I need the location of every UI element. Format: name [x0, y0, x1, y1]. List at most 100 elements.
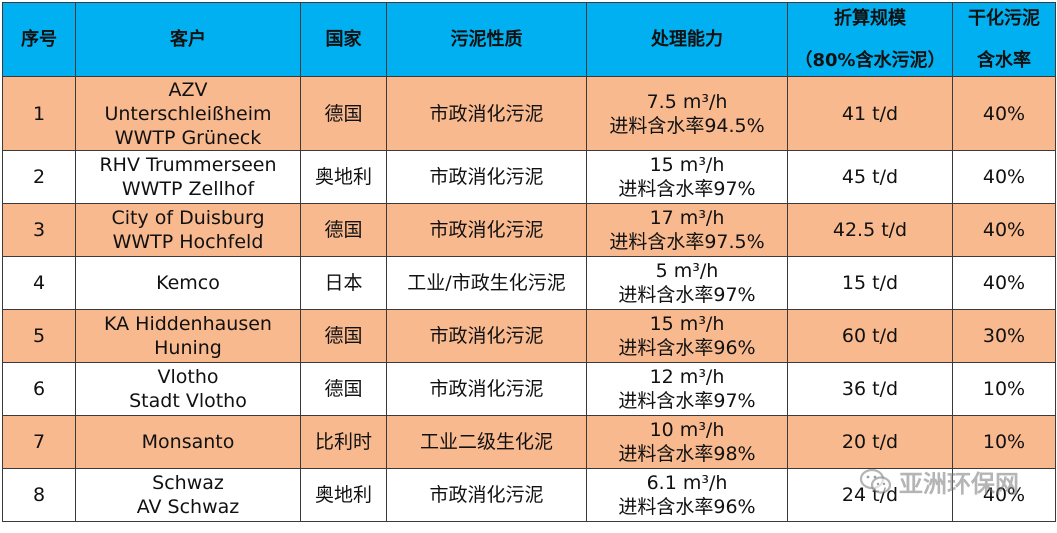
cell-capacity-line: 进料含水率94.5%	[609, 114, 765, 137]
cell-client: Monsanto	[75, 415, 301, 469]
header-label: 干化污泥	[968, 7, 1040, 29]
header-label: 国家	[325, 28, 362, 50]
cell-country: 比利时	[300, 415, 387, 469]
header-label: 折算规模	[834, 7, 906, 29]
header-col-no: 序号	[2, 2, 76, 77]
cell-client-line: RHV Trummerseen	[99, 154, 277, 176]
header-col-country: 国家	[300, 2, 387, 77]
header-col-client: 客户	[75, 2, 301, 77]
cell-country: 德国	[300, 309, 387, 363]
cell-client: RHV Trummerseen WWTP Zellhof	[75, 150, 301, 204]
cell-capacity-line: 进料含水率96%	[618, 337, 756, 359]
cell-moisture: 10%	[952, 362, 1056, 416]
table-row: 4 Kemco 日本 工业/市政生化污泥 5 m³/h 进料含水率97% 15 t/d 40%	[2, 256, 1056, 310]
cell-country: 德国	[300, 362, 387, 416]
cell-moisture: 40%	[952, 150, 1056, 204]
cell-capacity-line: 进料含水率98%	[618, 443, 756, 465]
header-col-moisture: 干化污泥 含水率	[952, 2, 1056, 77]
cell-client-line: City of Duisburg	[111, 207, 265, 229]
cell-sludge: 工业二级生化泥	[386, 415, 587, 469]
cell-capacity: 5 m³/h 进料含水率97%	[586, 256, 788, 310]
cell-scale: 15 t/d	[787, 256, 953, 310]
table-row: 5 KA Hiddenhausen Huning 德国 市政消化污泥 15 m³/h 进料含…	[2, 309, 1056, 363]
cell-client: AZV Unterschleißheim WWTP Grüneck	[75, 76, 301, 151]
cell-sludge: 工业/市政生化污泥	[386, 256, 587, 310]
cell-client-line: AZV	[168, 78, 208, 101]
cell-client: Kemco	[75, 256, 301, 310]
cell-capacity-line: 6.1 m³/h	[646, 472, 728, 494]
table-row: 8 Schwaz AV Schwaz 奥地利 市政消化污泥 6.1 m³/h 进料含水率96…	[2, 468, 1056, 522]
cell-no: 7	[2, 415, 76, 469]
cell-moisture: 40%	[952, 468, 1056, 522]
header-label: 客户	[170, 28, 206, 50]
cell-capacity: 15 m³/h 进料含水率96%	[586, 309, 788, 363]
cell-client-line: Huning	[154, 337, 222, 359]
cell-capacity-line: 进料含水率97%	[618, 390, 756, 412]
cell-sludge: 市政消化污泥	[386, 203, 587, 257]
cell-country: 奥地利	[300, 150, 387, 204]
cell-sludge: 市政消化污泥	[386, 150, 587, 204]
cell-client-line: Kemco	[156, 272, 220, 294]
cell-no: 5	[2, 309, 76, 363]
header-label: 处理能力	[651, 28, 723, 50]
cell-client-line: Stadt Vlotho	[129, 390, 247, 412]
cell-client: KA Hiddenhausen Huning	[75, 309, 301, 363]
cell-capacity-line: 7.5 m³/h	[646, 90, 728, 113]
cell-capacity: 17 m³/h 进料含水率97.5%	[586, 203, 788, 257]
cell-client: Vlotho Stadt Vlotho	[75, 362, 301, 416]
cell-no: 6	[2, 362, 76, 416]
cell-client-line: AV Schwaz	[136, 496, 240, 518]
cell-capacity-line: 进料含水率97%	[618, 178, 756, 200]
cell-sludge: 市政消化污泥	[386, 362, 587, 416]
header-label: 污泥性质	[450, 28, 523, 50]
cell-client-line: WWTP Grüneck	[114, 126, 262, 149]
cell-client-line: Vlotho	[157, 366, 219, 388]
cell-moisture: 40%	[952, 256, 1056, 310]
cell-client-line: KA Hiddenhausen	[104, 313, 272, 335]
cell-capacity-line: 12 m³/h	[649, 366, 725, 388]
cell-scale: 45 t/d	[787, 150, 953, 204]
cell-no: 2	[2, 150, 76, 204]
cell-client-line: WWTP Hochfeld	[112, 231, 264, 253]
cell-scale: 24 t/d	[787, 468, 953, 522]
cell-client: City of Duisburg WWTP Hochfeld	[75, 203, 301, 257]
cell-country: 德国	[300, 203, 387, 257]
cell-moisture: 40%	[952, 76, 1056, 151]
cell-client-line: Unterschleißheim	[104, 102, 272, 125]
cell-capacity-line: 进料含水率97%	[618, 284, 756, 306]
cell-capacity-line: 17 m³/h	[649, 207, 725, 229]
table-row: 1 AZV Unterschleißheim WWTP Grüneck 德国 市政消化污泥…	[2, 76, 1056, 151]
cell-capacity: 12 m³/h 进料含水率97%	[586, 362, 788, 416]
cell-country: 德国	[300, 76, 387, 151]
header-col-capacity: 处理能力	[586, 2, 788, 77]
cell-capacity-line: 10 m³/h	[649, 419, 725, 441]
cell-no: 1	[2, 76, 76, 151]
cell-capacity-line: 进料含水率97.5%	[609, 231, 765, 253]
table-body: 1 AZV Unterschleißheim WWTP Grüneck 德国 市政消化污泥…	[2, 76, 1056, 522]
cell-no: 4	[2, 256, 76, 310]
cell-no: 3	[2, 203, 76, 257]
header-row: 序号 客户 国家 污泥性质 处理能力 折算规模 （80%含水污泥） 干化污泥含水率	[2, 2, 1056, 77]
cell-sludge: 市政消化污泥	[386, 76, 587, 151]
cell-scale: 36 t/d	[787, 362, 953, 416]
cell-capacity: 7.5 m³/h 进料含水率94.5%	[586, 76, 788, 151]
header-col-sludge: 污泥性质	[386, 2, 587, 77]
data-table: 序号 客户 国家 污泥性质 处理能力 折算规模 （80%含水污泥） 干化污泥 含水率 1 AZV U…	[2, 2, 1056, 522]
table-row: 3 City of Duisburg WWTP Hochfeld 德国 市政消化污泥 17…	[2, 203, 1056, 257]
cell-client: Schwaz AV Schwaz	[75, 468, 301, 522]
cell-scale: 41 t/d	[787, 76, 953, 151]
header-label: 序号	[21, 28, 57, 50]
cell-capacity: 15 m³/h 进料含水率97%	[586, 150, 788, 204]
cell-moisture: 40%	[952, 203, 1056, 257]
cell-scale: 60 t/d	[787, 309, 953, 363]
header-col-scale: 折算规模 （80%含水污泥）	[787, 2, 953, 77]
header-sublabel: 含水率	[977, 49, 1031, 71]
cell-capacity: 6.1 m³/h 进料含水率96%	[586, 468, 788, 522]
cell-client-line: WWTP Zellhof	[121, 178, 255, 200]
cell-capacity-line: 15 m³/h	[649, 313, 725, 335]
header-sublabel: （80%含水污泥）	[794, 49, 946, 71]
cell-client-line: Schwaz	[152, 472, 224, 494]
cell-no: 8	[2, 468, 76, 522]
cell-capacity-line: 5 m³/h	[655, 260, 719, 282]
cell-sludge: 市政消化污泥	[386, 309, 587, 363]
